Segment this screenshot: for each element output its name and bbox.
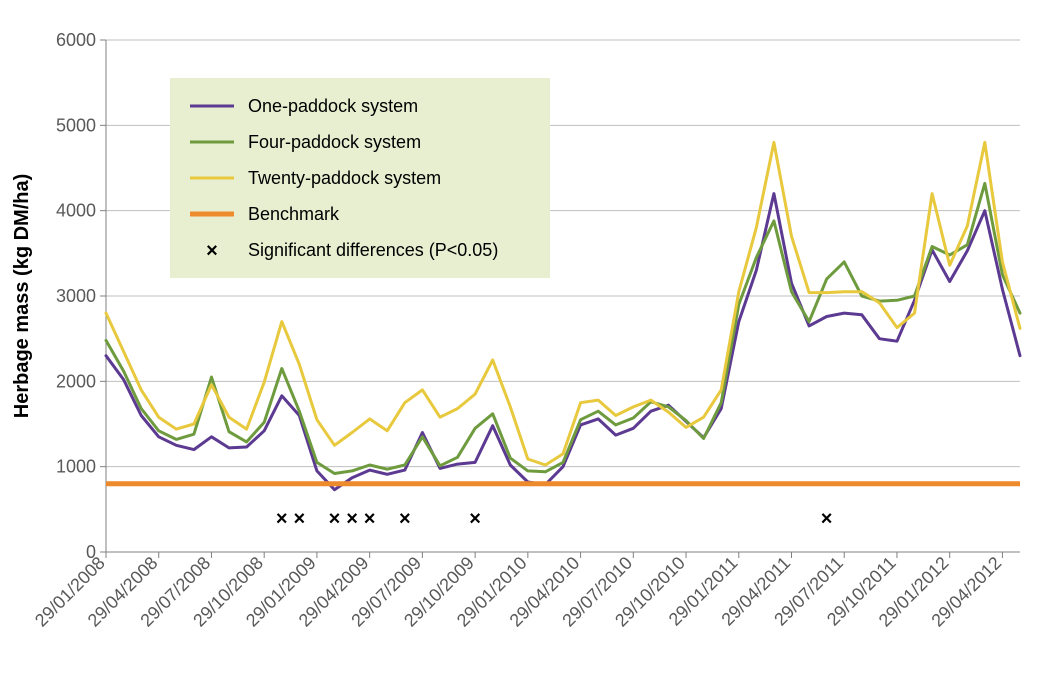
y-tick-label: 4000 [56, 201, 96, 221]
svg-text:×: × [206, 240, 218, 262]
significance-marker: × [399, 508, 411, 530]
legend: One-paddock system Four-paddock system Twe… [170, 78, 550, 278]
legend-label: Twenty-paddock system [248, 168, 441, 188]
y-tick-label: 3000 [56, 286, 96, 306]
y-tick-label: 6000 [56, 30, 96, 50]
significance-marker: × [276, 508, 288, 530]
significance-marker: × [294, 508, 306, 530]
legend-label: Benchmark [248, 204, 340, 224]
chart-container: 010002000300040005000600029/01/200829/04… [0, 0, 1040, 694]
legend-label: Four-paddock system [248, 132, 421, 152]
y-tick-label: 1000 [56, 457, 96, 477]
significance-marker: × [346, 508, 358, 530]
legend-label: One-paddock system [248, 96, 418, 116]
y-tick-label: 5000 [56, 115, 96, 135]
y-tick-label: 2000 [56, 371, 96, 391]
legend-label: Significant differences (P<0.05) [248, 240, 498, 260]
significance-marker: × [821, 508, 833, 530]
significance-marker: × [329, 508, 341, 530]
significance-marker: × [364, 508, 376, 530]
y-axis-title: Herbage mass (kg DM/ha) [11, 174, 33, 419]
significance-marker: × [469, 508, 481, 530]
herbage-mass-line-chart: 010002000300040005000600029/01/200829/04… [0, 0, 1040, 694]
